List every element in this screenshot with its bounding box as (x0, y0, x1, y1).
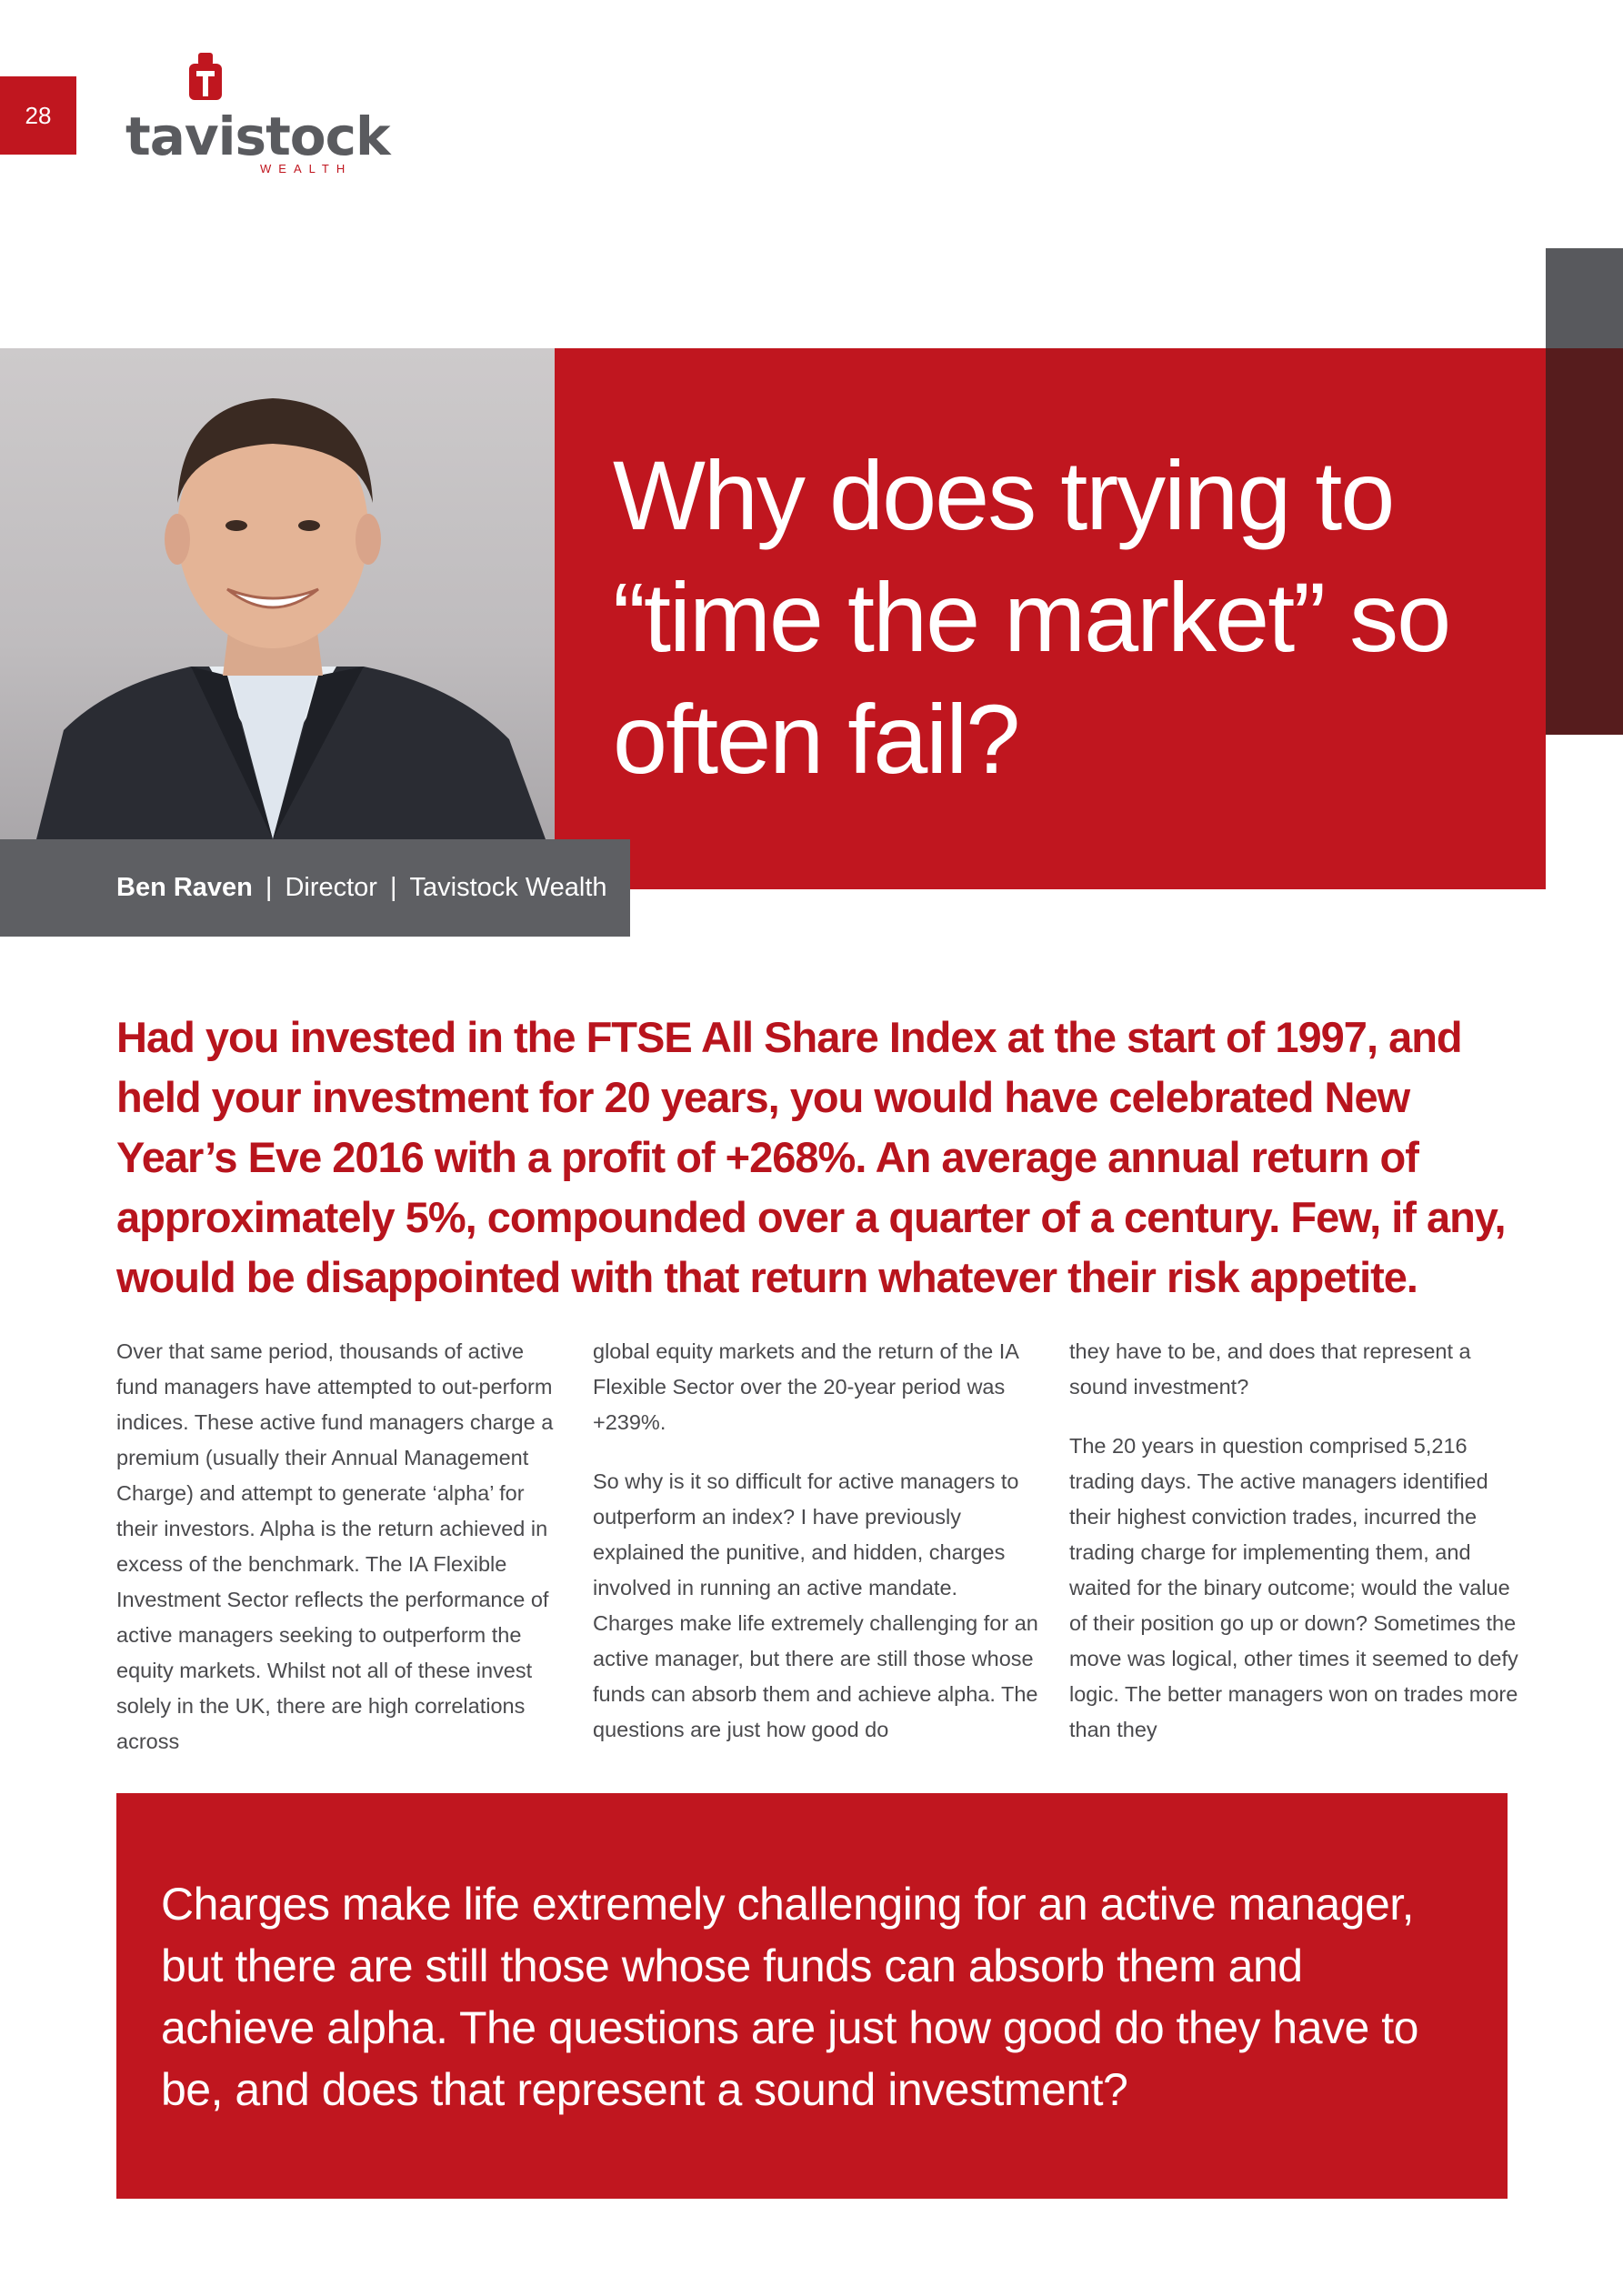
page-number: 28 (0, 76, 76, 155)
author-byline: Ben Raven | Director | Tavistock Wealth (0, 839, 630, 937)
author-name: Ben Raven (116, 873, 253, 902)
decorative-dark-bar (1546, 348, 1623, 735)
intro-paragraph: Had you invested in the FTSE All Share I… (116, 1013, 1507, 1301)
body-column-3: they have to be, and does that represent… (1069, 1334, 1524, 1771)
body-paragraph: The 20 years in question comprised 5,216… (1069, 1434, 1518, 1741)
author-photo (0, 348, 555, 839)
author-portrait-icon (36, 398, 546, 839)
logo-mark-icon (189, 53, 222, 100)
pull-quote-box: Charges make life extremely challenging … (116, 1793, 1508, 2199)
body-column-1: Over that same period, thousands of acti… (116, 1334, 562, 1783)
logo-tagline: WEALTH (260, 162, 353, 175)
page-title: Why does trying to “time the market” so … (613, 440, 1451, 794)
pull-quote: Charges make life extremely challenging … (161, 1879, 1418, 2115)
logo-wordmark: tavistock (125, 105, 391, 167)
body-column-2: global equity markets and the return of … (593, 1334, 1038, 1771)
body-paragraph: global equity markets and the return of … (593, 1339, 1018, 1434)
headline-panel (555, 348, 1546, 889)
body-paragraph: they have to be, and does that represent… (1069, 1339, 1471, 1399)
decorative-gray-bar (1546, 248, 1623, 348)
body-paragraph: So why is it so difficult for active man… (593, 1469, 1038, 1741)
author-company: Tavistock Wealth (409, 873, 607, 902)
brand-logo: tavistock WEALTH (125, 53, 391, 180)
body-paragraph: Over that same period, thousands of acti… (116, 1339, 554, 1753)
byline-separator: | (265, 873, 273, 902)
byline-separator: | (389, 873, 397, 902)
author-role: Director (285, 873, 377, 902)
